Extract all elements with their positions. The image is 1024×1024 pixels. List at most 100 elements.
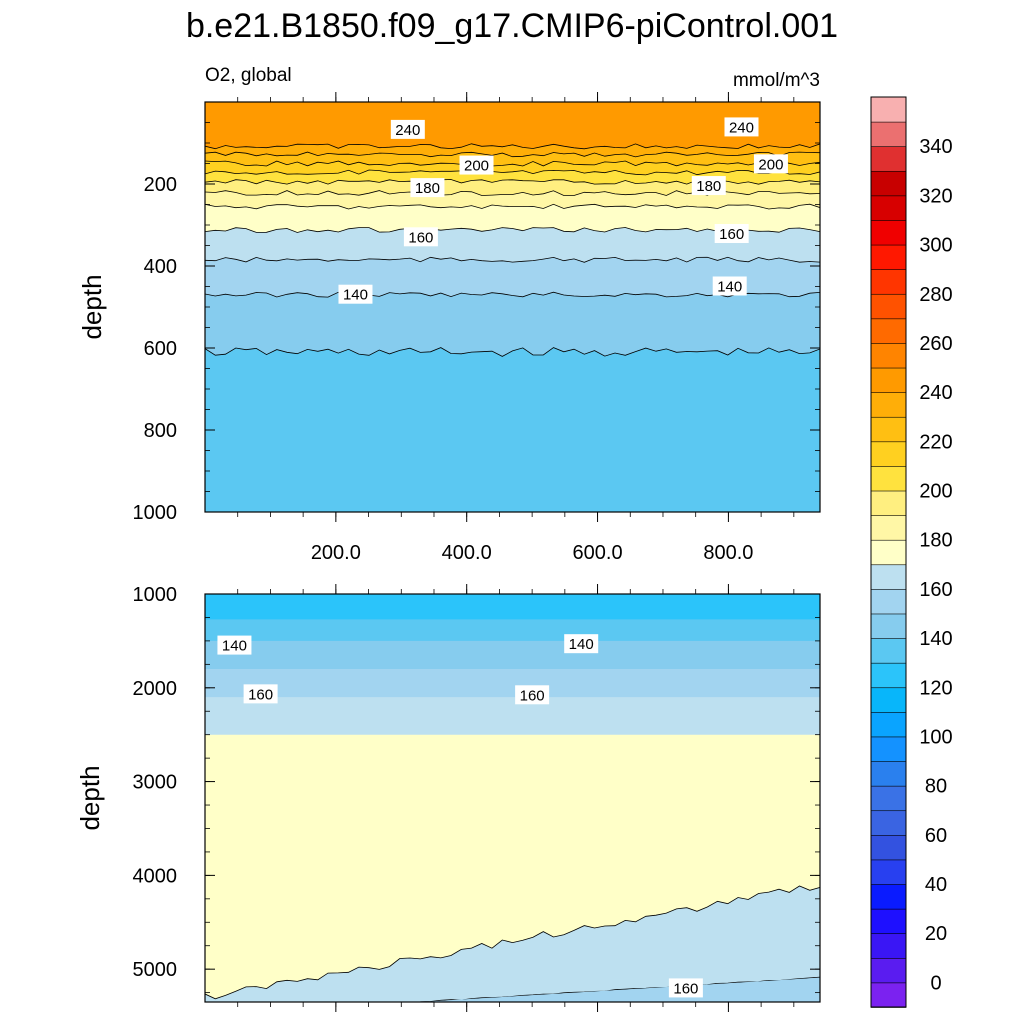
upper-contour-label-3: 200 [753,154,788,174]
colorbar-tick-label: 340 [919,136,952,158]
colorbar: 0 20 40 60 80 100 120 140 160 180 200 220 240 260 280 3… [870,96,953,1008]
colorbar-tick-label: 120 [919,677,952,699]
colorbar-box [870,711,907,738]
colorbar-box [870,490,907,516]
svg-text:160: 160 [408,229,433,246]
colorbar-box [870,760,907,787]
upper-layer-240 [205,102,820,149]
lower-contour-label-1: 140 [564,634,599,654]
chart-title: b.e21.B1850.f09_g17.CMIP6-piControl.001 [186,7,838,45]
lower-frame [204,593,821,1003]
colorbar-box [870,588,907,615]
upper-contour-line-180 [205,203,820,210]
colorbar-box [870,244,907,270]
colorbar-box [870,859,907,885]
svg-text:140: 140 [569,636,594,653]
colorbar-box [870,514,907,541]
colorbar-box [870,441,907,467]
colorbar-box [870,318,907,344]
colorbar-box [870,563,907,590]
upper-contour-label-8: 140 [338,284,373,304]
lower-y-axis-label: depth [75,765,105,830]
lower-layer-170 [205,734,820,999]
svg-text:140: 140 [222,638,247,655]
colorbar-tick-label: 60 [925,825,947,847]
colorbar-tick-label: 320 [919,185,952,207]
upper-y-tick-label: 200 [144,174,177,196]
colorbar-tick-label: 80 [925,776,947,798]
colorbar-tick-label: 0 [930,972,941,994]
upper-contour-line-220 [205,160,820,167]
colorbar-box [870,932,907,959]
svg-text:160: 160 [673,980,698,997]
upper-contour-label-1: 240 [724,117,759,137]
svg-text:140: 140 [717,279,742,296]
colorbar-box [870,268,907,295]
colorbar-box [870,96,907,123]
colorbar-tick-label: 40 [925,874,947,896]
x-tick-label: 200.0 [311,542,361,564]
lower-contour-line-170 [205,885,820,1000]
upper-contour-label-5: 180 [691,176,726,196]
upper-contour-label-9: 140 [712,276,747,296]
x-tick-label: 400.0 [442,542,492,564]
colorbar-box [870,293,907,320]
upper-y-tick-label: 800 [144,420,177,442]
lower-y-tick-label: 4000 [133,865,178,887]
colorbar-box [870,785,907,812]
upper-contour-label-4: 180 [410,178,445,198]
colorbar-tick-label: 180 [919,530,952,552]
colorbar-tick-label: 260 [919,333,952,355]
colorbar-box [870,145,907,172]
lower-y-tick-label: 2000 [133,678,178,700]
svg-text:240: 240 [395,122,420,139]
upper-contour-line-240 [205,143,820,150]
lower-contour-label-0: 140 [217,635,252,655]
svg-text:160: 160 [719,226,744,243]
colorbar-tick-label: 300 [919,235,952,257]
colorbar-tick-label: 220 [919,431,952,453]
colorbar-box [870,367,907,393]
colorbar-tick-label: 100 [919,727,952,749]
svg-text:240: 240 [729,119,754,136]
colorbar-box [870,539,907,566]
svg-text:160: 160 [520,687,545,704]
colorbar-box [870,195,907,221]
upper-contour-label-0: 240 [390,119,425,139]
lower-contour-label-3: 160 [515,685,550,705]
colorbar-box [870,219,907,246]
svg-text:200: 200 [758,156,783,173]
lower-contour-label-2: 160 [243,684,278,704]
upper-contour-line-210 [205,169,820,176]
colorbar-box [870,613,907,639]
lower-contour-label-4: 160 [668,978,703,998]
colorbar-box [870,662,907,689]
upper-y-tick-label: 1000 [133,502,178,524]
colorbar-box [870,170,907,197]
colorbar-tick-label: 20 [925,923,947,945]
x-tick-label: 600.0 [573,542,623,564]
colorbar-box [870,416,907,443]
colorbar-tick-label: 280 [919,284,952,306]
lower-panel: 140 140 160 160 160 1000 2000 3000 4000 5000 depth [75,584,821,1012]
lower-y-tick-label: 1000 [133,584,178,606]
colorbar-box [870,342,907,369]
colorbar-box [870,834,907,861]
svg-text:180: 180 [696,178,721,195]
x-tick-label: 800.0 [703,542,753,564]
lower-y-tick-label: 3000 [133,772,178,794]
upper-contour-line-140 [205,347,820,357]
svg-text:180: 180 [415,180,440,197]
upper-panel: 240 240 200 200 180 180 160 160 140 140 200 400 600 8… [77,92,821,564]
upper-contour-label-6: 160 [403,227,438,247]
colorbar-box [870,465,907,492]
variable-label: O2, global [205,65,292,86]
svg-text:140: 140 [343,287,368,304]
units-label: mmol/m^3 [733,70,820,91]
colorbar-tick-label: 200 [919,481,952,503]
colorbar-box [870,391,907,418]
upper-contour-label-7: 160 [714,224,749,244]
colorbar-box [870,121,907,147]
upper-contour-line-230 [205,151,820,158]
